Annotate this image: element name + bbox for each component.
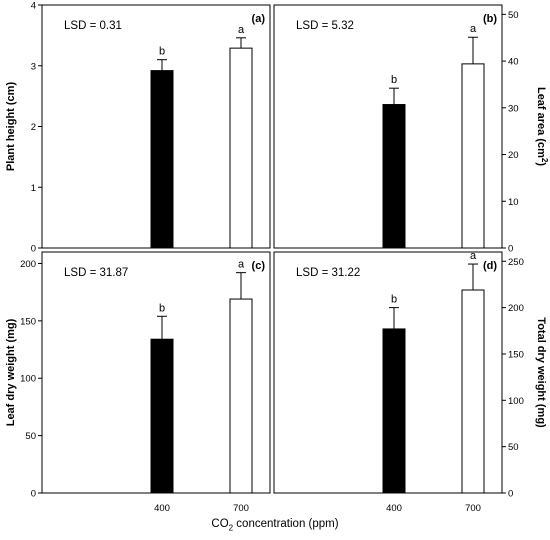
significance-letter: a [470,250,477,262]
panel-label: (b) [483,13,497,25]
chart-panel-0: 0 1 2 3 4 Plant height (cm) LSD = 0.31 (a) b a [5,1,271,255]
bar-700 [461,63,485,249]
y-tick-label: 0 [508,489,513,500]
bar-400 [150,70,174,249]
lsd-annotation: LSD = 5.32 [296,20,354,32]
significance-letter: a [238,259,245,271]
y-tick-label: 250 [508,257,524,268]
y-tick-label: 0 [31,489,36,500]
y-tick-label: 40 [508,57,519,68]
y-tick-label: 100 [508,396,524,407]
y-tick-label: 50 [25,431,36,442]
bar-700 [461,289,485,494]
y-tick-label: 200 [20,259,36,270]
x-axis-title-subscript: 2 [228,523,234,533]
y-tick-label: 2 [31,122,36,133]
panel-label: (a) [252,13,266,25]
y-tick-label: 50 [508,442,519,453]
significance-letter: a [470,23,477,35]
y-tick-label: 10 [508,197,519,208]
lsd-annotation: LSD = 31.87 [64,267,128,279]
y-tick-label: 1 [31,183,36,194]
y-axis-title-text: Plant height (cm) [5,82,17,172]
y-axis-title-superscript: 2 [540,158,549,163]
y-axis-title-text: Leaf dry weight (mg) [5,318,17,426]
significance-letter: a [238,24,245,36]
bar-700 [229,47,253,249]
y-tick-label: 20 [508,150,519,161]
x-axis-title: CO2 concentration (ppm) [0,518,550,532]
y-axis-title-text: Total dry weight (mg) [535,317,547,428]
x-tick-label: 400 [154,503,170,514]
x-tick-label: 400 [386,503,402,514]
y-axis-title-text: Leaf area (cm [535,87,547,158]
y-tick-label: 4 [31,1,36,12]
x-axis-title-prefix: CO [211,518,229,530]
bar-700 [229,298,253,494]
y-tick-label: 50 [508,10,519,21]
significance-letter: b [159,302,165,314]
panel-label: (d) [483,260,497,272]
x-tick-label: 700 [233,503,249,514]
y-tick-label: 100 [20,374,36,385]
y-tick-label: 200 [508,303,524,314]
significance-letter: b [391,294,397,306]
bar-400 [382,328,406,494]
y-axis-title: Plant height (cm) [5,82,17,172]
bar-400 [382,104,406,249]
chart-panel-1: 0 10 20 30 40 50 Leaf area (cm2) LSD = 5.32 (b) b… [273,4,549,255]
bar-400 [150,338,174,494]
y-tick-label: 0 [31,244,36,255]
y-tick-label: 150 [508,349,524,360]
y-tick-label: 0 [508,244,513,255]
y-tick-label: 30 [508,103,519,114]
panel-label: (c) [252,260,266,272]
significance-letter: b [391,74,397,86]
y-axis-title: Total dry weight (mg) [535,317,547,428]
chart-panel-2: 0 50 100 150 200 Leaf dry weight (mg) LSD = 31… [5,251,271,514]
significance-letter: b [159,46,165,58]
x-tick-label: 700 [465,503,481,514]
x-axis-title-suffix: concentration (ppm) [233,518,339,530]
lsd-annotation: LSD = 31.22 [296,267,360,279]
chart-panel-3: 0 50 100 150 200 250 Total dry weight (mg) LSD … [273,250,547,514]
y-tick-label: 150 [20,316,36,327]
y-axis-title: Leaf dry weight (mg) [5,318,17,426]
lsd-annotation: LSD = 0.31 [64,20,122,32]
y-tick-label: 3 [31,61,36,72]
y-axis-title: Leaf area (cm2) [535,87,549,166]
y-axis-title-tail: ) [535,162,547,166]
